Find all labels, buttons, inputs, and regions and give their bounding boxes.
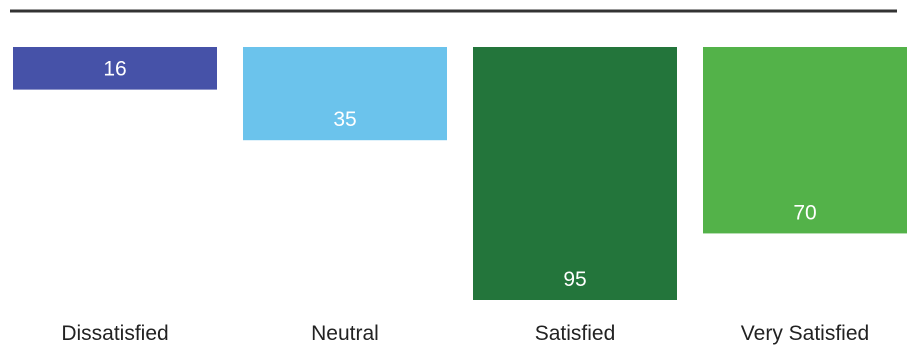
category-label-very-satisfied: Very Satisfied xyxy=(741,322,869,345)
bar-dissatisfied xyxy=(13,47,217,90)
category-labels-group: Dissatisfied Neutral Satisfied Very Satisfi… xyxy=(61,322,869,345)
value-labels-group: 16 35 95 70 xyxy=(103,58,816,291)
category-label-satisfied: Satisfied xyxy=(535,322,616,345)
bar-neutral xyxy=(243,47,447,141)
bars-group xyxy=(13,47,907,300)
bar-satisfied xyxy=(473,47,677,300)
value-label-satisfied: 95 xyxy=(563,268,586,291)
value-label-very-satisfied: 70 xyxy=(793,201,816,224)
category-label-dissatisfied: Dissatisfied xyxy=(61,322,168,345)
value-label-neutral: 35 xyxy=(333,108,356,131)
bar-very-satisfied xyxy=(703,47,907,234)
value-label-dissatisfied: 16 xyxy=(103,58,126,81)
category-label-neutral: Neutral xyxy=(311,322,379,345)
